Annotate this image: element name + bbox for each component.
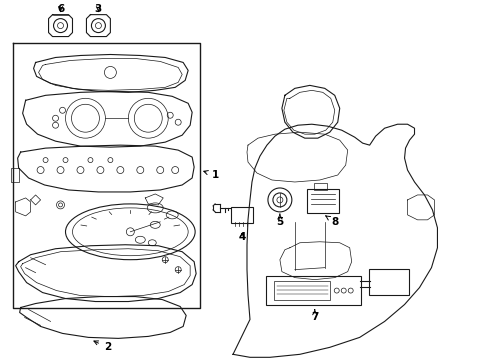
Text: 3: 3 xyxy=(95,4,102,14)
Text: 5: 5 xyxy=(276,214,283,227)
Text: 2: 2 xyxy=(94,341,111,352)
Text: 4: 4 xyxy=(238,232,245,242)
Text: 6: 6 xyxy=(57,4,64,14)
Text: 1: 1 xyxy=(203,170,218,180)
Text: 7: 7 xyxy=(310,310,318,323)
Text: 8: 8 xyxy=(325,216,338,227)
